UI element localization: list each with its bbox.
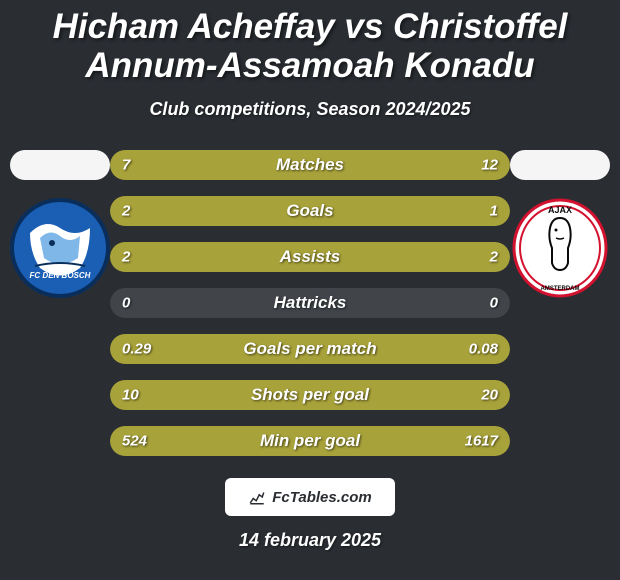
svg-text:AJAX: AJAX [548, 205, 572, 215]
svg-text:AMSTERDAM: AMSTERDAM [541, 286, 580, 292]
stat-label: Goals per match [243, 339, 376, 359]
footer-brand: FcTables.com [225, 478, 395, 516]
footer-brand-label: FcTables.com [272, 489, 371, 506]
stat-label: Matches [276, 155, 344, 175]
stat-value-left: 0.29 [122, 341, 151, 358]
bar-fill-left [110, 150, 257, 180]
page-title: Hicham Acheffay vs Christoffel Annum-Ass… [0, 0, 620, 85]
stat-label: Shots per goal [251, 385, 369, 405]
stat-bars: 7 12 Matches 2 1 Goals 2 2 Assists 0 0 Hattricks 0.2… [110, 150, 510, 456]
stat-value-left: 10 [122, 387, 139, 404]
chart-icon [248, 488, 266, 506]
date-label: 14 february 2025 [0, 530, 620, 551]
stat-value-right: 1 [490, 203, 498, 220]
stat-label: Goals [286, 201, 333, 221]
den-bosch-icon: FC DEN BOSCH [10, 198, 110, 298]
stat-value-left: 0 [122, 295, 130, 312]
stat-value-right: 1617 [465, 433, 498, 450]
stat-row: 2 2 Assists [110, 242, 510, 272]
club-logo-left: FC DEN BOSCH [10, 198, 110, 298]
stat-value-right: 12 [481, 157, 498, 174]
stat-row: 2 1 Goals [110, 196, 510, 226]
stat-value-right: 20 [481, 387, 498, 404]
ajax-icon: AJAX AMSTERDAM [510, 198, 610, 298]
stat-row: 0 0 Hattricks [110, 288, 510, 318]
player-avatar-right [510, 150, 610, 180]
svg-text:FC DEN BOSCH: FC DEN BOSCH [30, 271, 91, 280]
stat-row: 10 20 Shots per goal [110, 380, 510, 410]
club-logo-right: AJAX AMSTERDAM [510, 198, 610, 298]
stat-row: 0.29 0.08 Goals per match [110, 334, 510, 364]
stat-value-left: 2 [122, 203, 130, 220]
stat-value-left: 524 [122, 433, 147, 450]
player-avatar-left [10, 150, 110, 180]
stat-label: Assists [280, 247, 340, 267]
stat-value-right: 0 [490, 295, 498, 312]
stat-label: Min per goal [260, 431, 360, 451]
stat-value-right: 2 [490, 249, 498, 266]
stat-value-left: 7 [122, 157, 130, 174]
stat-value-left: 2 [122, 249, 130, 266]
bar-fill-left [110, 196, 377, 226]
comparison-content: FC DEN BOSCH AJAX AMSTERDAM 712Matches21… [0, 150, 620, 456]
stat-label: Hattricks [274, 293, 347, 313]
stat-value-right: 0.08 [469, 341, 498, 358]
stat-row: 7 12 Matches [110, 150, 510, 180]
stat-row: 524 1617 Min per goal [110, 426, 510, 456]
subtitle: Club competitions, Season 2024/2025 [0, 99, 620, 120]
